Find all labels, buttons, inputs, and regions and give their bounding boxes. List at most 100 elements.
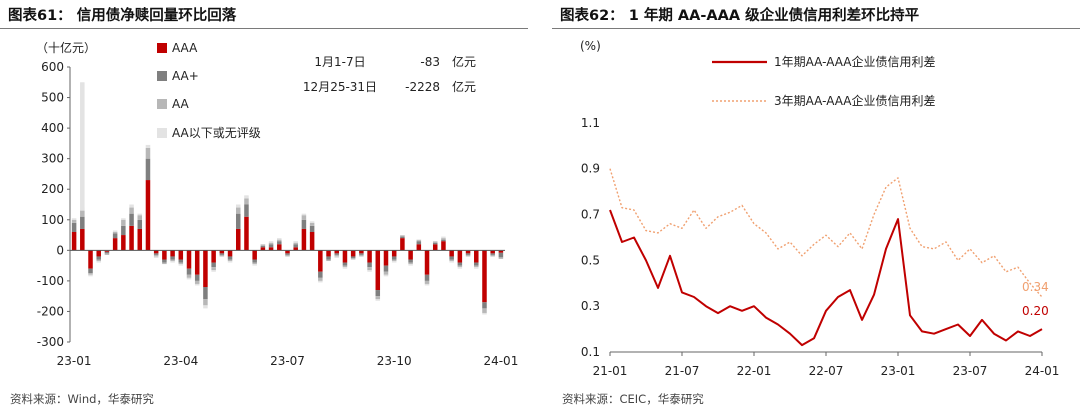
x-tick-label: 22-01 bbox=[737, 364, 772, 378]
left-title-divider bbox=[0, 28, 528, 29]
net-redemption-bar-chart: （十亿元） -300 -200 -100 0 100 200 300 400 500 600 23-0… bbox=[36, 40, 518, 368]
bar-segment-aa-plus bbox=[342, 262, 348, 266]
annotation-unit: 亿元 bbox=[452, 79, 476, 94]
bar-segment-aa-plus bbox=[178, 259, 184, 263]
bar-segment-aa-plus bbox=[129, 213, 134, 226]
bar-segment-below-aa bbox=[112, 230, 118, 232]
legend-swatch bbox=[157, 128, 167, 138]
bar-segment-below-aa bbox=[153, 256, 159, 258]
bar-segment-aa bbox=[137, 215, 143, 220]
bar-segment-below-aa bbox=[252, 264, 257, 266]
bar-segment-aaa bbox=[121, 235, 126, 251]
bar-segment-aa-plus bbox=[96, 256, 101, 260]
bar-segment-aa bbox=[350, 257, 356, 260]
bar-segment-aaa bbox=[211, 250, 216, 263]
annotation-period: 1月1-7日 bbox=[314, 55, 365, 69]
bar-segment-aa bbox=[219, 254, 225, 257]
bar-segment-aa-plus bbox=[293, 244, 298, 248]
bar-segment-aa bbox=[367, 267, 372, 271]
bar-segment-aa-plus bbox=[424, 274, 430, 281]
bar-segment-aa bbox=[71, 219, 77, 223]
bar-segment-aaa bbox=[498, 250, 504, 253]
right-chart-panel: 图表62： 1 年期 AA-AAA 级企业债信用利差环比持平 (%) 0.1 0.3… bbox=[552, 0, 1080, 411]
bar-segment-aaa bbox=[342, 250, 348, 263]
bar-segment-aaa bbox=[293, 247, 298, 251]
bar-segment-aaa bbox=[490, 250, 495, 254]
bar-segment-aa bbox=[301, 215, 307, 220]
credit-spread-line-chart: (%) 0.1 0.3 0.5 0.7 0.9 1.1 21-01 21-07 22-01 22-0… bbox=[580, 39, 1059, 378]
left-chart-title: 图表61： 信用债净赎回量环比回落 bbox=[8, 8, 237, 24]
bar-segment-aa bbox=[490, 254, 495, 257]
y-tick-label: -100 bbox=[37, 274, 64, 288]
bar-segment-aa-plus bbox=[153, 253, 159, 255]
bar-segment-aaa bbox=[416, 244, 422, 251]
bar-segment-aaa bbox=[268, 247, 274, 251]
bar-segment-aa-plus bbox=[400, 236, 405, 239]
bar-segment-below-aa bbox=[129, 204, 134, 208]
bar-segment-aa bbox=[309, 222, 315, 226]
legend-label: AAA bbox=[172, 41, 198, 55]
bar-segment-below-aa bbox=[145, 144, 151, 148]
bar-segment-aa bbox=[121, 219, 126, 226]
bar-segment-aa-plus bbox=[219, 253, 225, 255]
bar-segment-aa-plus bbox=[408, 259, 413, 263]
bar-segment-below-aa bbox=[441, 236, 446, 239]
x-tick-label: 24-01 bbox=[483, 354, 518, 368]
bar-segment-aaa bbox=[285, 250, 290, 254]
y-tick-label: -300 bbox=[37, 335, 64, 349]
end-label-1y: 0.20 bbox=[1022, 304, 1049, 318]
bar-segment-aa bbox=[416, 239, 422, 242]
bar-segment-aaa bbox=[96, 250, 101, 257]
bar-segment-below-aa bbox=[277, 238, 282, 240]
bar-segment-below-aa bbox=[203, 305, 208, 309]
y-tick-label: 0 bbox=[56, 243, 64, 257]
bar-segment-aa-plus bbox=[318, 271, 323, 278]
bar-segment-aa bbox=[318, 277, 323, 281]
bar-segment-aaa bbox=[235, 228, 241, 251]
line-spread-1y bbox=[609, 209, 1043, 347]
bar-segment-aa-plus bbox=[80, 216, 85, 229]
bar-segment-aa-plus bbox=[145, 158, 151, 181]
x-tick-label: 23-04 bbox=[163, 354, 198, 368]
bar-segment-aa-plus bbox=[474, 262, 479, 266]
bar-segment-aaa bbox=[449, 250, 454, 257]
bar-segment-below-aa bbox=[424, 283, 430, 286]
bar-segment-aa bbox=[80, 210, 85, 217]
y-tick-label: 100 bbox=[41, 213, 64, 227]
bar-segment-aa bbox=[96, 259, 101, 262]
bar-segment-aaa bbox=[244, 216, 249, 251]
bar-segment-aaa bbox=[219, 250, 225, 254]
annotation-period: 12月25-31日 bbox=[303, 80, 377, 94]
bar-segment-aaa bbox=[408, 250, 413, 260]
bar-segment-aa-plus bbox=[326, 256, 331, 260]
bar-segment-below-aa bbox=[375, 299, 381, 301]
y-tick-label: 1.1 bbox=[581, 116, 600, 130]
bar-segment-aa bbox=[277, 239, 282, 242]
bar-segment-aa-plus bbox=[194, 274, 200, 281]
bar-segment-below-aa bbox=[416, 239, 422, 241]
bar-segment-aa bbox=[400, 235, 405, 237]
x-tick-label: 21-07 bbox=[665, 364, 700, 378]
bar-segment-below-aa bbox=[318, 280, 323, 283]
bar-segment-aa bbox=[441, 238, 446, 240]
bar-segment-aa-plus bbox=[301, 219, 307, 229]
bar-segment-aa bbox=[227, 259, 233, 262]
bar-segment-aa-plus bbox=[350, 256, 356, 258]
bar-segment-aa bbox=[153, 254, 159, 257]
bar-segment-aaa bbox=[260, 247, 266, 251]
bar-segment-aa-plus bbox=[391, 256, 397, 260]
bar-segment-aa-plus bbox=[203, 287, 208, 300]
legend-swatch bbox=[157, 71, 167, 81]
x-tick-label: 23-10 bbox=[377, 354, 412, 368]
bar-segment-aa bbox=[342, 265, 348, 268]
bar-segment-aa bbox=[285, 254, 290, 257]
bar-segment-aa-plus bbox=[416, 241, 422, 245]
right-y-unit-label: (%) bbox=[580, 39, 601, 53]
bar-segment-aaa bbox=[474, 250, 479, 263]
bar-segment-aa bbox=[334, 254, 340, 257]
bar-segment-aaa bbox=[457, 250, 463, 263]
bar-segment-aa-plus bbox=[490, 253, 495, 255]
bar-segment-aa bbox=[104, 253, 110, 255]
bar-segment-aa bbox=[457, 265, 463, 268]
bar-segment-aa-plus bbox=[244, 204, 249, 217]
